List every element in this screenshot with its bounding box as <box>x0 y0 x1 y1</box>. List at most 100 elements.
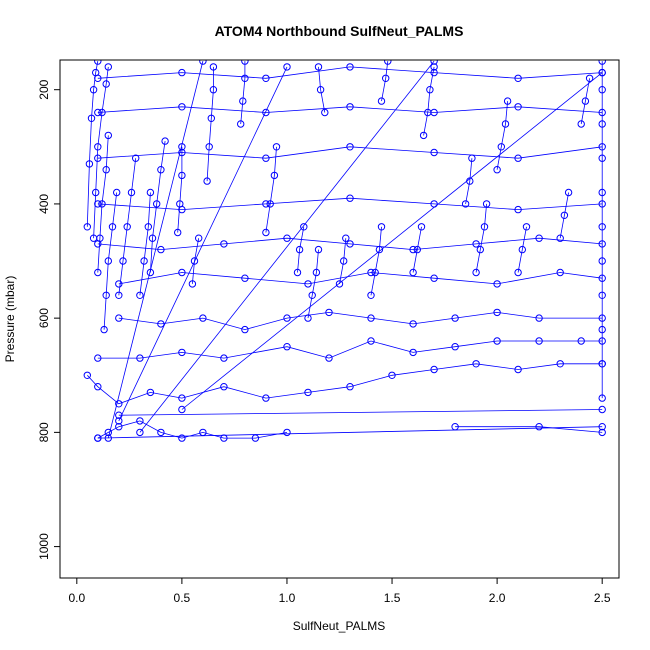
data-point <box>199 60 207 65</box>
data-point <box>203 177 211 185</box>
series-19 <box>419 63 438 140</box>
data-point <box>94 74 102 83</box>
series-line <box>339 238 347 284</box>
data-point <box>518 245 526 254</box>
data-point <box>451 423 459 431</box>
data-point <box>472 240 480 248</box>
data-point <box>560 211 569 220</box>
series-23 <box>514 223 531 277</box>
series-line <box>297 226 305 273</box>
data-point <box>132 154 140 162</box>
series-11 <box>262 143 281 237</box>
series-22 <box>493 97 512 174</box>
data-point <box>598 188 606 197</box>
series-35 <box>94 103 606 117</box>
series-line <box>97 66 603 79</box>
data-point <box>262 200 270 208</box>
data-point <box>367 314 375 322</box>
series-line <box>455 426 603 433</box>
data-point <box>153 200 161 208</box>
data-point <box>178 171 186 180</box>
data-point <box>556 360 564 368</box>
series-12 <box>293 223 308 277</box>
data-point <box>104 428 113 437</box>
series-line <box>86 61 99 227</box>
series-line <box>206 66 214 182</box>
data-point <box>115 291 123 299</box>
data-point <box>178 205 186 214</box>
y-tick-label: 600 <box>37 308 51 328</box>
data-point <box>598 423 606 431</box>
series-25 <box>577 74 594 128</box>
series-line <box>150 141 166 273</box>
series-line <box>318 66 326 113</box>
data-point <box>188 280 197 288</box>
data-point <box>598 337 606 345</box>
data-point <box>598 394 606 402</box>
data-point <box>430 63 438 71</box>
data-point <box>104 63 113 71</box>
data-point <box>102 166 110 174</box>
x-tick-label: 1.0 <box>279 591 296 605</box>
data-point <box>346 194 354 202</box>
data-point <box>430 68 438 77</box>
data-point <box>94 434 102 442</box>
data-point <box>241 60 249 65</box>
data-point <box>598 68 606 77</box>
series-27 <box>94 417 291 442</box>
series-line <box>465 158 473 204</box>
data-point <box>321 108 329 117</box>
data-point <box>283 314 291 322</box>
data-point <box>262 154 270 162</box>
series-line <box>118 66 288 422</box>
data-point <box>178 148 186 157</box>
y-tick-label: 800 <box>37 422 51 442</box>
series-line <box>381 61 389 102</box>
data-point <box>220 383 228 391</box>
chart-title: ATOM4 Northbound SulfNeut_PALMS <box>215 23 464 39</box>
data-point <box>94 108 102 117</box>
x-tick-label: 1.5 <box>384 591 401 605</box>
data-point <box>598 60 606 65</box>
series-line <box>97 146 603 159</box>
series-line <box>97 197 603 211</box>
data-point <box>409 320 417 328</box>
data-point <box>104 257 113 265</box>
y-tick-label: 400 <box>37 194 51 214</box>
data-point <box>461 200 470 208</box>
data-point <box>178 268 186 277</box>
data-point <box>115 411 123 419</box>
data-point <box>497 143 505 151</box>
series-0 <box>83 60 102 231</box>
data-point <box>144 223 153 231</box>
data-point <box>115 400 123 408</box>
series-line <box>240 61 246 125</box>
data-point <box>346 143 354 151</box>
series-43 <box>451 423 606 437</box>
data-point <box>195 234 203 242</box>
data-point <box>598 143 606 151</box>
data-point <box>426 86 434 94</box>
data-point <box>598 325 606 334</box>
series-line <box>103 192 118 330</box>
data-point <box>94 154 102 162</box>
data-point <box>493 337 501 345</box>
data-point <box>480 223 489 231</box>
data-point <box>340 257 348 265</box>
data-point <box>161 137 169 145</box>
series-40 <box>178 68 606 414</box>
data-point <box>514 103 522 111</box>
data-point <box>325 308 333 317</box>
series-29 <box>94 337 606 362</box>
data-point <box>178 405 186 414</box>
data-point <box>115 280 123 288</box>
data-point <box>146 188 155 197</box>
data-point <box>102 291 110 299</box>
data-point <box>92 188 100 197</box>
data-point <box>174 228 182 237</box>
series-line <box>265 146 277 233</box>
data-point <box>493 308 501 317</box>
data-layer <box>83 60 606 442</box>
data-point <box>94 383 102 391</box>
data-point <box>199 314 207 322</box>
